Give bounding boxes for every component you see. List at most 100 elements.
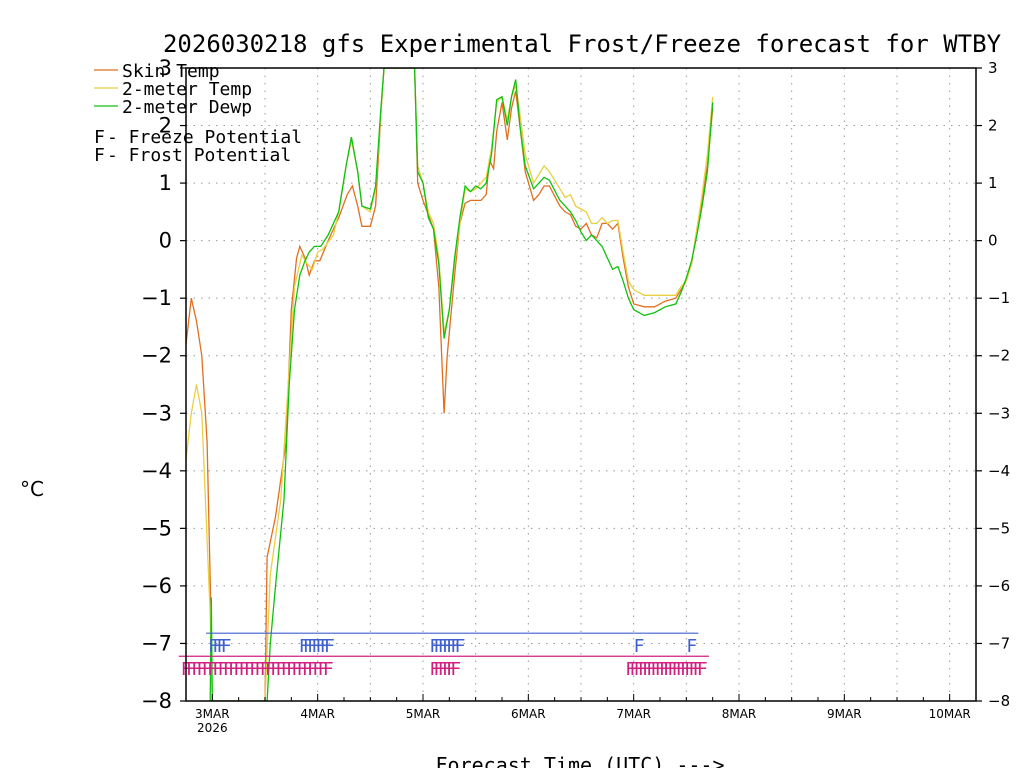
freeze-mark-glyph: F [667, 659, 678, 680]
freeze-mark-glyph: F [693, 659, 704, 680]
frost-mark-glyph: F [324, 636, 335, 657]
freeze-mark-glyph: F [434, 659, 445, 680]
frost-mark-glyph: F [450, 636, 461, 657]
y-tick-label-left: −3 [141, 401, 172, 425]
freeze-mark-glyph: F [318, 659, 329, 680]
freeze-mark-glyph: F [239, 659, 250, 680]
freeze-mark-glyph: F [697, 659, 708, 680]
freeze-mark-glyph: F [291, 659, 302, 680]
freeze-mark-glyph: F [244, 659, 255, 680]
y-tick-label-right: −6 [988, 577, 1010, 595]
freeze-mark-glyph: F [197, 659, 208, 680]
freeze-mark-glyph: F [625, 659, 636, 680]
freeze-mark-glyph: F [450, 659, 461, 680]
freeze-mark-glyph: F [323, 659, 334, 680]
legend-marker-label: - Freeze Potential [107, 127, 302, 148]
freeze-mark-glyph: F [659, 659, 670, 680]
y-tick-label-right: 1 [988, 174, 998, 192]
x-tick-label: 6MAR [511, 707, 546, 721]
y-tick-label-right: −5 [988, 519, 1010, 537]
freeze-mark-glyph: F [228, 659, 239, 680]
freeze-mark-glyph: F [186, 659, 197, 680]
frost-mark-glyph: F [455, 636, 466, 657]
y-tick-label-left: −5 [141, 516, 172, 540]
y-axis-label: °C [20, 477, 44, 501]
frost-mark-glyph: F [438, 636, 449, 657]
series-line-skin-temp [186, 68, 714, 701]
series-line-2-meter-temp [186, 68, 714, 701]
y-tick-label-right: 0 [988, 232, 998, 250]
freeze-mark-glyph: F [270, 659, 281, 680]
legend-marker-glyph: F [94, 127, 105, 148]
y-tick-label-right: 3 [988, 59, 998, 77]
frost-mark-glyph: F [429, 636, 440, 657]
x-tick-label: 10MAR [929, 707, 971, 721]
frost-mark-glyph: F [307, 636, 318, 657]
x-tick-label: 9MAR [827, 707, 862, 721]
legend-marker-label: - Frost Potential [107, 145, 291, 166]
freeze-mark-glyph: F [233, 659, 244, 680]
series-layer [186, 68, 714, 701]
freeze-mark-glyph: F [265, 659, 276, 680]
frost-mark-glyph: F [320, 636, 331, 657]
y-tick-label-left: −8 [141, 689, 172, 713]
x-tick-label: 8MAR [722, 707, 757, 721]
freeze-mark-glyph: F [629, 659, 640, 680]
y-tick-label-left: 0 [159, 229, 172, 253]
freeze-mark-glyph: F [202, 659, 213, 680]
legend-label: 2-meter Dewp [122, 97, 252, 118]
frost-mark-glyph: F [299, 636, 310, 657]
freeze-mark-glyph: F [429, 659, 440, 680]
legend-label: 2-meter Temp [122, 79, 252, 100]
frost-mark-glyph: F [221, 636, 232, 657]
freeze-mark-glyph: F [286, 659, 297, 680]
freeze-mark-glyph: F [684, 659, 695, 680]
grid-lines [186, 68, 976, 701]
freeze-mark-glyph: F [307, 659, 318, 680]
y-tick-label-left: −6 [141, 574, 172, 598]
x-tick-label: 4MAR [300, 707, 335, 721]
frost-mark-glyph: F [212, 636, 223, 657]
freeze-mark-glyph: F [254, 659, 265, 680]
x-tick-sublabel: 2026 [197, 721, 228, 735]
freeze-mark-glyph: F [276, 659, 287, 680]
freeze-mark-glyph: F [642, 659, 653, 680]
freeze-mark-glyph: F [688, 659, 699, 680]
y-tick-label-right: −4 [988, 462, 1010, 480]
y-axis-left: 3 2 1 0 −1 −2 −3 −4 −5 −6 −7 −8 [141, 56, 186, 713]
y-tick-label-left: −1 [141, 286, 172, 310]
y-tick-label-left: −2 [141, 344, 172, 368]
y-tick-label-left: 3 [159, 56, 172, 80]
freeze-mark-glyph: F [672, 659, 683, 680]
frost-mark-glyph: F [686, 636, 697, 657]
freeze-mark-glyph: F [302, 659, 313, 680]
freeze-mark-glyph: F [260, 659, 271, 680]
y-tick-label-right: 2 [988, 117, 998, 135]
y-tick-label-right: −8 [988, 692, 1010, 710]
freeze-mark-glyph: F [680, 659, 691, 680]
frost-mark-glyph: F [442, 636, 453, 657]
frost-mark-glyph: F [316, 636, 327, 657]
y-tick-label-left: −7 [141, 631, 172, 655]
y-tick-label-right: −3 [988, 404, 1010, 422]
x-axis-label: Forecast Time (UTC) ---> [436, 753, 725, 768]
freeze-mark-glyph: F [638, 659, 649, 680]
freeze-mark-glyph: F [655, 659, 666, 680]
freeze-mark-glyph: F [297, 659, 308, 680]
freeze-mark-glyph: F [191, 659, 202, 680]
chart-title: 2026030218 gfs Experimental Frost/Freeze… [163, 30, 1002, 58]
legend-marker-glyph: F [94, 145, 105, 166]
series-line-2-meter-dewp [209, 68, 714, 701]
freeze-mark-glyph: F [442, 659, 453, 680]
freeze-mark-glyph: F [218, 659, 229, 680]
frost-mark-glyph: F [634, 636, 645, 657]
y-tick-label-left: 1 [159, 171, 172, 195]
frost-mark-glyph: F [434, 636, 445, 657]
y-tick-label-right: −1 [988, 289, 1010, 307]
freeze-mark-glyph: F [438, 659, 449, 680]
freeze-mark-glyph: F [249, 659, 260, 680]
